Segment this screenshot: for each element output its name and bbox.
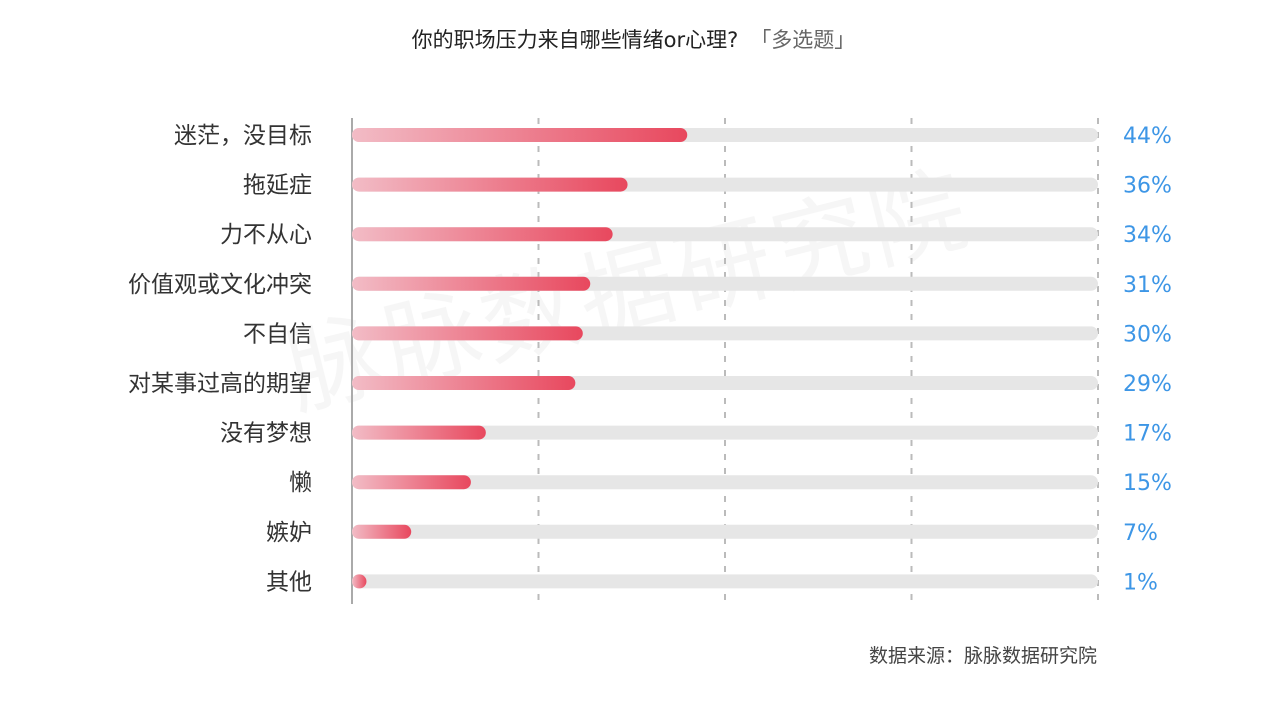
category-label: 没有梦想 <box>220 421 312 447</box>
bar <box>352 128 688 142</box>
category-label: 嫉妒 <box>266 520 312 546</box>
bar-track <box>352 425 1098 440</box>
bar-track <box>352 524 1098 539</box>
bar-track <box>352 475 1098 490</box>
value-label: 29% <box>1123 372 1172 397</box>
bar <box>352 574 367 589</box>
value-label: 44% <box>1123 124 1172 149</box>
value-label: 7% <box>1123 521 1158 546</box>
bar <box>352 227 613 242</box>
data-source-note: 数据来源：脉脉数据研究院 <box>868 645 1097 667</box>
bar <box>352 276 591 291</box>
value-label: 31% <box>1123 273 1172 298</box>
value-label: 15% <box>1123 471 1172 496</box>
bar <box>352 425 486 440</box>
value-label: 30% <box>1123 322 1172 347</box>
category-label: 力不从心 <box>220 222 312 248</box>
bar <box>352 376 576 390</box>
bar-track <box>352 574 1098 589</box>
category-label: 迷茫，没目标 <box>174 123 312 149</box>
chart-title: 你的职场压力来自哪些情绪or心理? 「多选题」 <box>0 24 1267 54</box>
value-label: 17% <box>1123 422 1172 447</box>
title-text: 你的职场压力来自哪些情绪or心理? <box>411 28 739 52</box>
value-labels: 44% 36% 34% 31% 30% 29% 17% 15% 7% 1% <box>1123 124 1172 595</box>
bar <box>352 524 412 539</box>
bar <box>352 177 628 192</box>
category-label: 不自信 <box>243 321 312 347</box>
bar <box>352 475 471 490</box>
category-labels: 迷茫，没目标拖延症力不从心价值观或文化冲突不自信对某事过高的期望没有梦想懒嫉妒其… <box>128 123 312 595</box>
category-label: 拖延症 <box>243 173 312 199</box>
title-note: 「多选题」 <box>750 28 856 52</box>
value-label: 36% <box>1123 174 1172 199</box>
category-label: 对某事过高的期望 <box>128 371 312 397</box>
value-label: 34% <box>1123 223 1172 248</box>
bar <box>352 326 583 341</box>
grid-lines <box>351 118 1099 604</box>
category-label: 其他 <box>266 569 312 595</box>
bar-series <box>352 128 688 589</box>
category-label: 价值观或文化冲突 <box>128 272 312 298</box>
value-label: 1% <box>1123 570 1158 595</box>
category-label: 懒 <box>289 470 312 496</box>
